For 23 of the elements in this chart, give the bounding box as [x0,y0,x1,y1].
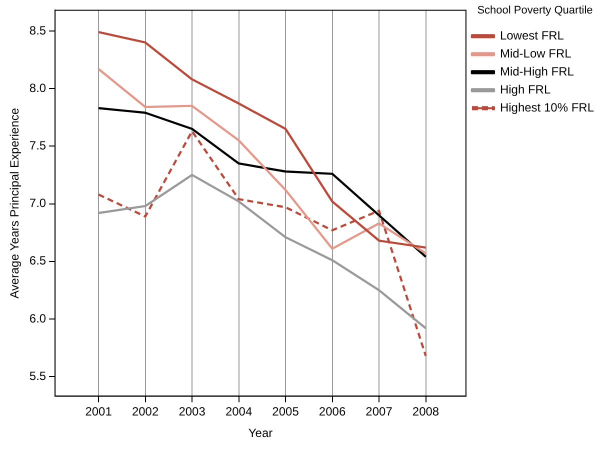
y-tick-label: 6.5 [29,254,46,268]
x-tick-label: 2005 [272,404,300,419]
legend-label: Mid-High FRL [500,64,574,79]
legend-label: High FRL [500,82,551,97]
y-tick-label: 7.5 [29,138,46,152]
y-tick-label: 6.0 [29,311,46,326]
x-tick-label: 2002 [132,404,159,419]
x-tick-label: 2004 [225,404,252,419]
legend-label: Highest 10% FRL [500,100,594,115]
x-tick-label: 2007 [366,404,393,419]
y-tick-label: 8.0 [29,80,46,95]
y-axis-title: Average Years Principal Experience [8,108,22,298]
legend-label: Lowest FRL [500,28,564,43]
x-tick-label: 2001 [85,404,112,419]
y-tick-label: 5.5 [29,368,46,383]
x-tick-label: 2003 [178,404,206,419]
legend-title: School Poverty Quartile [477,4,593,17]
y-tick-label: 7.0 [29,196,46,210]
legend-label: Mid-Low FRL [500,46,572,61]
x-tick-label: 2008 [412,404,440,419]
y-tick-label: 8.5 [29,23,46,38]
x-axis-title: Year [248,426,273,440]
x-tick-label: 2006 [318,404,346,419]
